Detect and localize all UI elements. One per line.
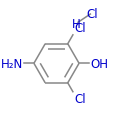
Text: Cl: Cl — [74, 92, 86, 105]
Text: Cl: Cl — [86, 7, 98, 20]
Text: H: H — [72, 18, 81, 31]
Text: H₂N: H₂N — [0, 57, 23, 70]
Text: OH: OH — [90, 57, 108, 70]
Text: Cl: Cl — [74, 22, 86, 35]
